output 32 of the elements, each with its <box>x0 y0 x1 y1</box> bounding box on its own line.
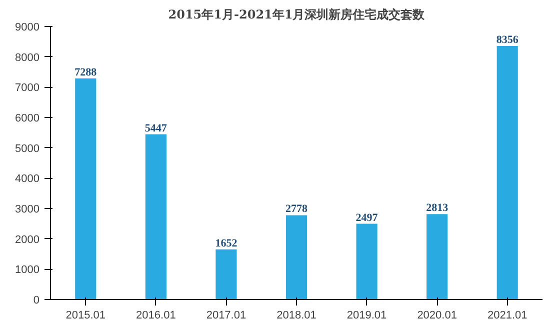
bar <box>145 134 166 300</box>
chart-title: 2015年1月-2021年1月深圳新房住宅成交套数 <box>168 8 426 22</box>
bar <box>216 249 237 300</box>
bar <box>426 214 448 300</box>
y-tick-label: 3000 <box>15 204 40 216</box>
y-tick-label: 6000 <box>15 112 40 124</box>
data-label: 7288 <box>74 66 98 78</box>
x-tick-label: 2017.01 <box>206 310 246 322</box>
bar <box>75 78 96 300</box>
x-tick-label: 2020.01 <box>417 310 457 322</box>
x-tick-label: 2018.01 <box>276 310 316 322</box>
y-tick-label: 4000 <box>15 173 40 186</box>
y-tick-label: 1000 <box>15 264 40 276</box>
y-tick-label: 2000 <box>15 234 40 246</box>
data-label: 1652 <box>215 237 238 250</box>
bar <box>356 224 378 300</box>
x-tick-label: 2019.01 <box>346 310 387 322</box>
x-tick-label: 2021.01 <box>487 310 528 322</box>
y-tick-label: 7000 <box>15 82 40 94</box>
y-tick-label: 9000 <box>15 22 40 34</box>
x-tick-label: 2016.01 <box>136 310 176 322</box>
data-label: 2778 <box>286 203 308 216</box>
data-label: 8356 <box>496 34 519 46</box>
x-tick-label: 2015.01 <box>66 310 106 322</box>
data-label: 5447 <box>144 122 168 134</box>
bar <box>286 215 308 300</box>
data-label: 2813 <box>426 202 449 214</box>
data-label: 2497 <box>356 212 378 224</box>
y-tick-label: 0 <box>33 294 40 306</box>
y-tick-label: 8000 <box>15 52 40 64</box>
y-tick-label: 5000 <box>15 142 40 155</box>
bar <box>496 46 518 300</box>
